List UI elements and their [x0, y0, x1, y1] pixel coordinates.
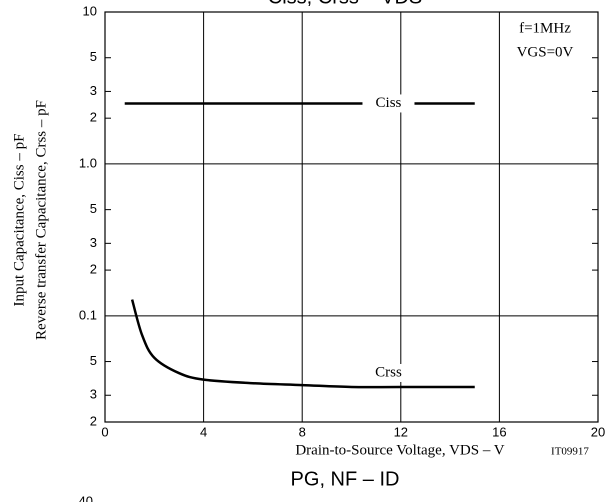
plot: Ciss Crss: [104, 11, 599, 423]
y-tick-label: 2: [90, 110, 97, 125]
y-tick-label: 3: [90, 387, 97, 402]
x-tick-label: 12: [394, 424, 408, 439]
annotation: IT09917: [551, 446, 589, 458]
series-label: Ciss: [376, 95, 402, 111]
series-line: [130, 299, 475, 389]
series-label-bg: [362, 94, 415, 113]
x-tick-label: 16: [492, 424, 506, 439]
annotation: f=1MHz: [519, 20, 571, 36]
series-label-bg: [362, 363, 415, 382]
y-axis-label: Reverse transfer Capacitance, Crss – pF: [33, 100, 49, 340]
y-tick-label: 5: [90, 201, 97, 216]
chart-title: Ciss, Crss – VDS: [268, 0, 422, 8]
y-axis-label: Input Capacitance, Ciss – pF: [11, 134, 27, 307]
x-tick-label: 4: [200, 424, 207, 439]
y-tick-label: 5: [90, 353, 97, 368]
y-tick-label: 2: [90, 262, 97, 277]
x-tick-label: 20: [591, 424, 605, 439]
y-tick-label: 1.0: [79, 155, 97, 170]
y-tick-label: 3: [90, 235, 97, 250]
annotation: VGS=0V: [517, 44, 574, 60]
x-tick-label: 0: [101, 424, 108, 439]
y-tick-label: 2: [90, 413, 97, 428]
legend-box: [492, 13, 597, 68]
y-tick-label: 0.1: [79, 307, 97, 322]
y-tick-label: 3: [90, 83, 97, 98]
x-tick-label: 8: [299, 424, 306, 439]
next-chart-title: PG, NF – ID: [291, 468, 400, 490]
y-tick-label: 5: [90, 49, 97, 64]
next-chart-tick: 40: [79, 493, 93, 502]
series-label: Crss: [375, 364, 402, 380]
y-tick-label: 10: [83, 3, 97, 18]
plot-frame: [104, 11, 599, 423]
x-axis-label: Drain-to-Source Voltage, VDS – V: [295, 442, 504, 458]
